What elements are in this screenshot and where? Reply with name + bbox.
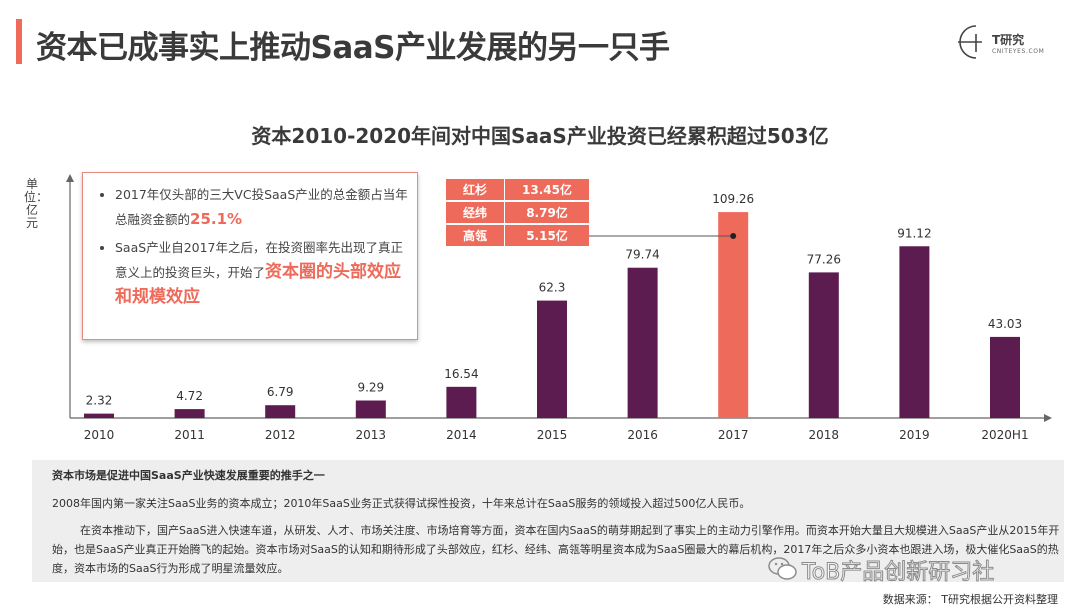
table-row: 经纬 8.79亿 xyxy=(446,202,589,223)
x-tick-label: 2010 xyxy=(84,428,115,442)
data-label: 109.26 xyxy=(712,192,754,206)
summary-panel: 资本市场是促进中国SaaS产业快速发展重要的推手之一 2008年国内第一家关注S… xyxy=(32,460,1064,582)
x-tick-label: 2016 xyxy=(627,428,658,442)
data-label: 6.79 xyxy=(267,385,294,399)
brand-logo: T研究 CNITEYES.COM xyxy=(956,22,1056,64)
x-tick-label: 2012 xyxy=(265,428,296,442)
x-tick-label: 2017 xyxy=(718,428,749,442)
bar xyxy=(718,212,749,418)
data-label: 91.12 xyxy=(897,226,931,240)
logo-subtext: CNITEYES.COM xyxy=(992,48,1045,55)
data-label: 43.03 xyxy=(988,317,1022,331)
logo-text: T研究 xyxy=(992,33,1025,47)
data-label: 4.72 xyxy=(176,389,203,403)
logo-mark-icon xyxy=(958,25,982,59)
summary-paragraph-2: 在资本推动下，国产SaaS进入快速车道，从研发、人才、市场关注度、市场培育等方面… xyxy=(52,524,1060,575)
vc-name: 红杉 xyxy=(446,179,505,200)
vc-amount: 5.15亿 xyxy=(505,225,589,246)
page-title: 资本已成事实上推动SaaS产业发展的另一只手 xyxy=(36,30,670,66)
callout-bullet-1: 2017年仅头部的三大VC投SaaS产业的总金额占当年总融资金额的25.1% xyxy=(115,183,409,232)
x-tick-label: 2013 xyxy=(356,428,387,442)
callout-box: 2017年仅头部的三大VC投SaaS产业的总金额占当年总融资金额的25.1% S… xyxy=(82,172,418,340)
x-tick-label: 2014 xyxy=(446,428,477,442)
vc-name: 经纬 xyxy=(446,202,505,223)
x-tick-label: 2015 xyxy=(537,428,568,442)
bar xyxy=(84,413,114,418)
x-tick-label: 2018 xyxy=(809,428,840,442)
x-tick-label: 2011 xyxy=(174,428,205,442)
x-tick-label: 2020H1 xyxy=(981,428,1028,442)
bar xyxy=(990,336,1020,418)
data-label: 2.32 xyxy=(86,394,113,408)
wechat-icon xyxy=(768,557,797,580)
x-axis-arrow xyxy=(1044,414,1052,422)
bar-chart: 2.32 2010 4.72 2011 6.79 2012 9.29 2013 16.54 201… xyxy=(66,174,1052,442)
bar xyxy=(446,386,477,418)
data-label: 77.26 xyxy=(807,252,841,266)
vc-name: 高瓴 xyxy=(446,225,505,246)
y-axis-unit-label: 单位：亿元 xyxy=(24,177,49,230)
data-source: 数据来源： T研究根据公开资料整理 xyxy=(882,593,1058,606)
bar xyxy=(174,409,205,418)
bar xyxy=(808,272,839,418)
vc-investment-table: 红杉 13.45亿 经纬 8.79亿 高瓴 5.15亿 xyxy=(446,177,589,248)
data-label: 16.54 xyxy=(444,367,478,381)
bar xyxy=(537,300,567,418)
vc-amount: 8.79亿 xyxy=(505,202,589,223)
watermark-text: ToB产品创新研习社 xyxy=(801,560,995,586)
x-tick-label: 2019 xyxy=(899,428,930,442)
bar xyxy=(355,400,386,418)
summary-paragraph-1: 2008年国内第一家关注SaaS业务的资本成立；2010年SaaS业务正式获得试… xyxy=(52,497,751,510)
summary-heading: 资本市场是促进中国SaaS产业快速发展重要的推手之一 xyxy=(52,469,325,482)
callout-bullet-2: SaaS产业自2017年之后，在投资圈率先出现了真正意义上的投资巨头，开始了资本… xyxy=(115,236,409,310)
data-label: 79.74 xyxy=(625,248,659,262)
connector-dot xyxy=(730,233,737,239)
title-accent-bar xyxy=(16,19,22,64)
bar xyxy=(265,405,296,418)
y-axis-arrow xyxy=(66,174,74,182)
table-row: 红杉 13.45亿 xyxy=(446,179,589,200)
data-label: 9.29 xyxy=(357,380,384,394)
data-label: 62.3 xyxy=(539,281,566,295)
callout-bullet-2-text: SaaS产业自2017年之后，在投资圈率先出现了真正意义上的投资巨头，开始了 xyxy=(115,240,404,280)
bar xyxy=(899,246,930,418)
table-row: 高瓴 5.15亿 xyxy=(446,225,589,246)
chart-title: 资本2010-2020年间对中国SaaS产业投资已经累积超过503亿 xyxy=(251,124,829,148)
watermark: ToB产品创新研习社 xyxy=(768,554,1058,588)
callout-bullet-1-text: 2017年仅头部的三大VC投SaaS产业的总金额占当年总融资金额的 xyxy=(115,187,408,227)
vc-amount: 13.45亿 xyxy=(505,179,589,200)
callout-bullet-1-highlight: 25.1% xyxy=(190,210,243,228)
callout-bullet-2-highlight: 资本圈的头部效应和规模效应 xyxy=(115,262,402,307)
bar xyxy=(627,267,658,418)
